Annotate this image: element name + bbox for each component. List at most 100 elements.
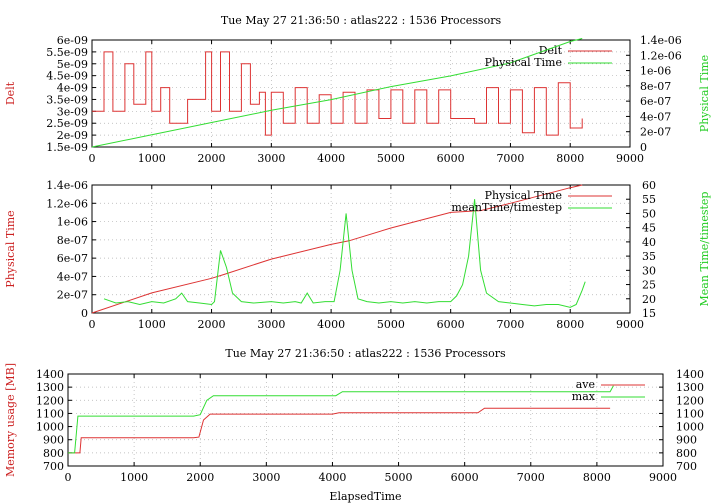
chart3-y2-tick-label: 1200 [676, 394, 704, 407]
chart2-y2-tick-label: 60 [642, 179, 656, 192]
chart1-y-tick-label: 1.5e-09 [46, 141, 88, 154]
chart2-x-tick-label: 1000 [138, 318, 166, 331]
chart3-x-tick-label: 8000 [583, 471, 611, 484]
chart2-y2-tick-label: 50 [642, 207, 656, 220]
chart2-y-axis-label: Physical Time [4, 210, 17, 287]
chart1-x-tick-label: 5000 [377, 152, 405, 165]
chart2-x-tick-label: 9000 [616, 318, 644, 331]
chart3-y-axis-label: Memory usage [MB] [4, 363, 17, 477]
chart1-legend-label: Delt [539, 44, 563, 57]
chart1-y2-tick-label: 8e-07 [640, 80, 671, 93]
chart1-y-axis-label: Delt [4, 81, 17, 105]
chart3-y2-tick-label: 700 [676, 460, 697, 473]
chart1-y-tick-label: 3.5e-09 [46, 93, 88, 106]
chart3-series-max [68, 385, 614, 454]
chart3-y2-tick-label: 900 [676, 434, 697, 447]
chart3-y2-tick-label: 1400 [676, 368, 704, 381]
chart1-series-physical-time [91, 38, 583, 148]
chart1-y-tick-label: 6e-09 [57, 34, 88, 47]
chart2-legend-label: Physical Time [485, 189, 562, 202]
chart2-y-tick-label: 1.2e-06 [46, 197, 88, 210]
chart1-y2-tick-label: 1.4e-06 [640, 34, 682, 47]
chart1-series-delt [92, 51, 583, 136]
chart2-y2-tick-label: 30 [642, 264, 656, 277]
chart2-x-tick-label: 3000 [257, 318, 285, 331]
chart1-plot-frame [91, 39, 631, 148]
chart2-x-tick-label: 4000 [317, 318, 345, 331]
chart3-y2-tick-label: 1100 [676, 407, 704, 420]
chart1-x-tick-label: 8000 [556, 152, 584, 165]
chart2-y-tick-label: 0 [81, 307, 88, 320]
chart3-y-tick-label: 1100 [36, 407, 64, 420]
chart1-x-tick-label: 2000 [198, 152, 226, 165]
chart3-y-tick-label: 800 [43, 447, 64, 460]
chart3-y-tick-label: 900 [43, 434, 64, 447]
chart1-y-tick-label: 2e-09 [57, 129, 88, 142]
chart1-x-tick-label: 3000 [257, 152, 285, 165]
chart3-series-ave [68, 407, 611, 454]
chart2-y2-tick-label: 40 [642, 236, 656, 249]
chart2-x-tick-label: 8000 [556, 318, 584, 331]
chart1-y-tick-label: 5e-09 [57, 58, 88, 71]
chart1-y2-tick-label: 2e-07 [640, 126, 671, 139]
chart2-x-tick-label: 0 [89, 318, 96, 331]
chart2-y2-tick-label: 35 [642, 250, 656, 263]
chart2-y2-tick-label: 55 [642, 193, 656, 206]
chart2-y-tick-label: 1e-06 [57, 216, 88, 229]
chart1-x-tick-label: 6000 [437, 152, 465, 165]
chart3-y-tick-label: 1300 [36, 381, 64, 394]
chart1-y2-tick-label: 1e-06 [640, 65, 671, 78]
chart2-y2-tick-label: 45 [642, 222, 656, 235]
chart1-y2-tick-label: 1.2e-06 [640, 49, 682, 62]
chart1-y2-axis-label: Physical Time [698, 55, 711, 132]
chart2-x-tick-label: 2000 [198, 318, 226, 331]
chart1-y-tick-label: 2.5e-09 [46, 117, 88, 130]
chart1-y2-tick-label: 0 [640, 141, 647, 154]
chart2-y-tick-label: 1.4e-06 [46, 179, 88, 192]
chart3-y2-tick-label: 1000 [676, 421, 704, 434]
chart2-y-tick-label: 2e-07 [57, 289, 88, 302]
chart3-x-tick-label: 4000 [318, 471, 346, 484]
chart1-y-tick-label: 5.5e-09 [46, 46, 88, 59]
chart2-x-tick-label: 7000 [496, 318, 524, 331]
chart3-x-tick-label: 9000 [649, 471, 677, 484]
chart3-x-tick-label: 3000 [252, 471, 280, 484]
chart2-y2-tick-label: 20 [642, 293, 656, 306]
chart1-title: Tue May 27 21:36:50 : atlas222 : 1536 Pr… [221, 14, 502, 27]
chart3-title: Tue May 27 21:36:50 : atlas222 : 1536 Pr… [225, 347, 506, 360]
chart3-x-tick-label: 7000 [517, 471, 545, 484]
chart1-y2-tick-label: 4e-07 [640, 110, 671, 123]
chart2-plot-frame [91, 184, 631, 314]
chart2-y-tick-label: 6e-07 [57, 252, 88, 265]
chart3-plot-frame [67, 373, 664, 467]
chart3-y2-tick-label: 800 [676, 447, 697, 460]
chart2-y-tick-label: 8e-07 [57, 234, 88, 247]
chart3-y-tick-label: 1000 [36, 421, 64, 434]
chart3-x-tick-label: 1000 [120, 471, 148, 484]
chart3-y-tick-label: 1200 [36, 394, 64, 407]
chart3-x-tick-label: 2000 [186, 471, 214, 484]
chart1-x-tick-label: 1000 [138, 152, 166, 165]
chart1-x-tick-label: 9000 [616, 152, 644, 165]
chart1-x-tick-label: 4000 [317, 152, 345, 165]
chart1-y-tick-label: 3e-09 [57, 105, 88, 118]
chart3-x-tick-label: 0 [65, 471, 72, 484]
chart2-x-tick-label: 5000 [377, 318, 405, 331]
chart3-y2-tick-label: 1300 [676, 381, 704, 394]
chart3-legend-label: ave [576, 378, 595, 391]
chart1-y-tick-label: 4e-09 [57, 82, 88, 95]
chart3-legend-label: max [572, 390, 596, 403]
chart1-y2-tick-label: 6e-07 [640, 95, 671, 108]
chart2-y2-tick-label: 15 [642, 307, 656, 320]
chart2-y-tick-label: 4e-07 [57, 270, 88, 283]
chart2-series-meantime-timestep [103, 199, 586, 308]
chart3-x-axis-label: ElapsedTime [329, 490, 401, 503]
chart1-y-tick-label: 4.5e-09 [46, 70, 88, 83]
chart1-x-tick-label: 7000 [496, 152, 524, 165]
chart2-y2-axis-label: Mean Time/timestep [698, 192, 711, 307]
chart3-x-tick-label: 6000 [451, 471, 479, 484]
chart3-y-tick-label: 1400 [36, 368, 64, 381]
chart1-x-tick-label: 0 [89, 152, 96, 165]
chart3-x-tick-label: 5000 [385, 471, 413, 484]
